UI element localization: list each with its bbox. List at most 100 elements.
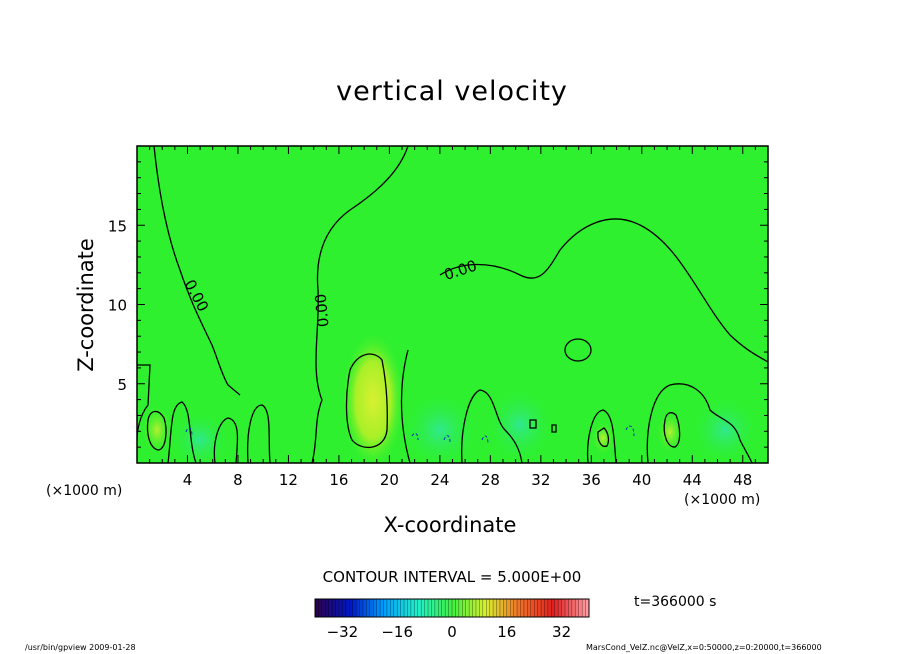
colorbar-cell — [513, 599, 518, 617]
field-shading — [141, 330, 760, 463]
colorbar-cell — [534, 599, 539, 617]
colorbar-cell — [410, 599, 415, 617]
contour-lower-band-6 — [586, 409, 617, 463]
colorbar-cell — [390, 599, 395, 617]
colorbar-cell — [475, 599, 480, 617]
colorbar-cell — [452, 599, 456, 617]
y-tick-label: 10 — [108, 297, 127, 315]
negative-contours — [185, 425, 635, 445]
colorbar-cell — [356, 599, 361, 617]
colorbar-cell — [414, 599, 419, 617]
colorbar-cell — [338, 599, 343, 617]
negative-contour-4 — [625, 425, 635, 437]
colorbar-cell — [438, 599, 443, 617]
colorbar-cell — [503, 599, 508, 617]
colorbar-cell — [448, 599, 453, 617]
colorbar-cell — [469, 599, 474, 617]
negative-contour-2 — [443, 435, 451, 443]
colorbar-tick-label: −16 — [381, 623, 413, 641]
colorbar-cell — [345, 599, 350, 617]
contour-label-middle: 0.00 — [312, 293, 333, 328]
footer-left: /usr/bin/gpview 2009-01-28 — [25, 643, 136, 652]
contour-closed-34 — [564, 338, 592, 362]
contour-small-1 — [529, 419, 537, 429]
contour-updraft-main — [345, 353, 388, 449]
colorbar-cell — [428, 599, 432, 617]
colorbar-cell — [380, 599, 384, 617]
colorbar-cell — [585, 599, 590, 617]
colorbar-cell — [332, 599, 337, 617]
colorbar-cell — [465, 599, 470, 617]
colorbar-cell — [417, 599, 422, 617]
colorbar-cell — [493, 599, 498, 617]
colorbar-cell — [462, 599, 467, 617]
contour-lines — [137, 146, 768, 463]
colorbar-cell — [558, 599, 563, 617]
colorbar-cell — [561, 599, 566, 617]
contour-zero-right-lower — [400, 349, 411, 463]
x-tick-label: 4 — [183, 471, 193, 489]
colorbar-cell — [397, 599, 402, 617]
colorbar-cell — [434, 599, 439, 617]
colorbar-cell — [544, 599, 549, 617]
contour-zero-right — [439, 218, 768, 363]
colorbar-cell — [445, 599, 450, 617]
colorbar-cell — [366, 599, 371, 617]
colorbar-cell — [315, 599, 319, 617]
colorbar-cell — [407, 599, 412, 617]
chart-title: vertical velocity — [336, 76, 568, 107]
colorbar-cell — [349, 599, 354, 617]
colorbar-tick-label: 32 — [552, 623, 571, 641]
colorbar: −32 −16 0 16 32 — [314, 598, 590, 641]
colorbar-cell — [547, 599, 552, 617]
colorbar-cell — [551, 599, 556, 617]
contour-updraft-36 — [597, 427, 610, 448]
y-tick-label: 15 — [108, 217, 127, 235]
colorbar-cell — [582, 599, 587, 617]
colorbar-cell — [541, 599, 545, 617]
x-tick-label: 16 — [329, 471, 348, 489]
colorbar-cell — [318, 599, 323, 617]
colorbar-cell — [578, 599, 583, 617]
x-tick-label: 40 — [632, 471, 651, 489]
colorbar-cell — [568, 599, 573, 617]
colorbar-cell — [537, 599, 542, 617]
time-label: t=366000 s — [634, 594, 717, 610]
contour-lower-band-7 — [646, 383, 753, 463]
x-tick-label: 32 — [531, 471, 550, 489]
colorbar-cell — [455, 599, 460, 617]
colorbar-cell — [424, 599, 429, 617]
colorbar-frame — [314, 598, 590, 618]
colorbar-cell — [386, 599, 391, 617]
colorbar-cell — [506, 599, 511, 617]
contour-interval-text: CONTOUR INTERVAL = 5.000E+00 — [322, 568, 582, 586]
contour-updraft-right — [663, 412, 681, 448]
x-tick-label: 12 — [279, 471, 298, 489]
colorbar-cell — [571, 599, 576, 617]
footer-right: MarsCond_VelZ.nc@VelZ,x=0:50000,z=0:2000… — [586, 643, 822, 652]
x-axis-unit-left: (×1000 m) — [46, 483, 123, 499]
contour-lower-band-4 — [246, 404, 271, 463]
colorbar-cell — [328, 599, 333, 617]
negative-contour-1 — [411, 432, 419, 441]
downdraft-zone-2 — [485, 385, 555, 463]
colorbar-cell — [472, 599, 477, 617]
colorbar-cells — [314, 599, 590, 617]
colorbar-cell — [383, 599, 388, 617]
updraft-core-right — [656, 410, 684, 454]
colorbar-tick-label: 0 — [447, 623, 457, 641]
colorbar-cell — [359, 599, 364, 617]
contour-updraft-left — [146, 410, 167, 451]
downdraft-zone-1 — [400, 390, 480, 463]
contour-lower-band-2 — [167, 401, 197, 463]
contour-lower-band-3 — [213, 417, 239, 463]
contour-zero-left — [153, 146, 241, 396]
updraft-core-main — [341, 330, 405, 463]
colorbar-cell — [393, 599, 398, 617]
colorbar-cell — [565, 599, 569, 617]
colorbar-cell — [335, 599, 340, 617]
colorbar-cell — [404, 599, 408, 617]
y-tick-label: 5 — [117, 376, 127, 394]
colorbar-cell — [510, 599, 515, 617]
